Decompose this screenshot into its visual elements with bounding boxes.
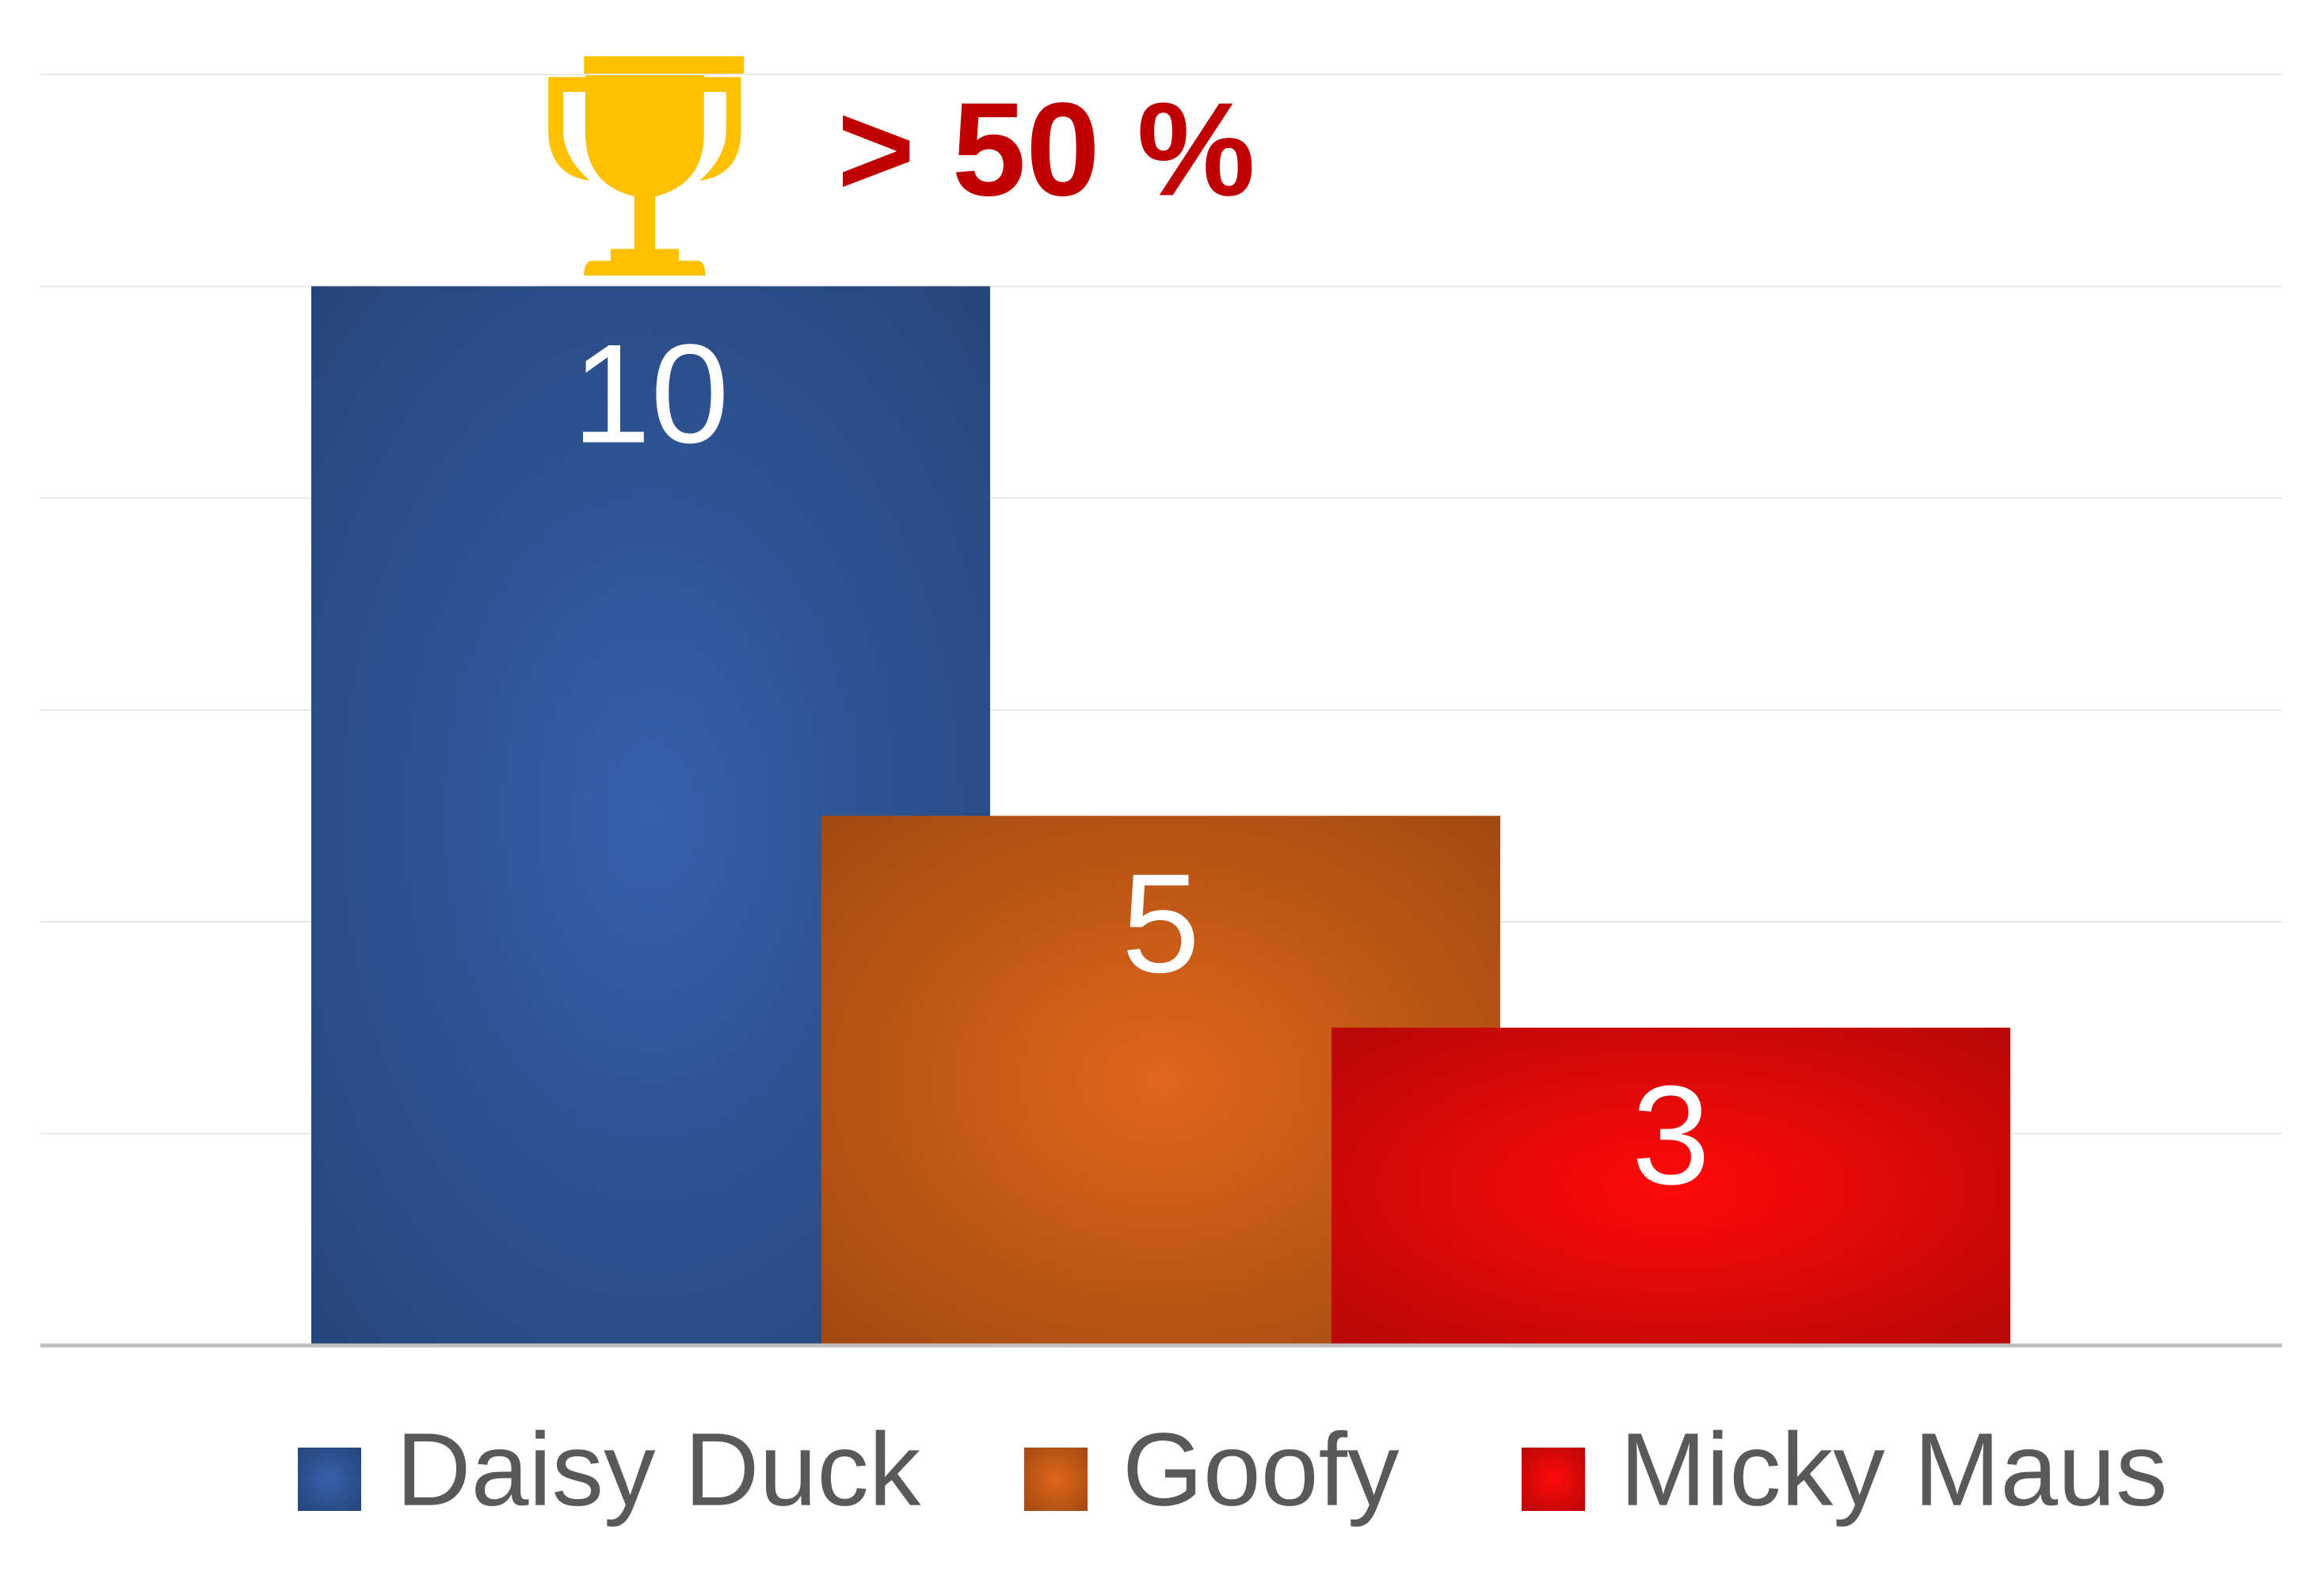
legend-label: Micky Maus [1620,1411,2167,1528]
trophy-icon [548,56,745,276]
data-label: 10 [573,315,730,473]
annotation: > 50 % [837,74,1255,223]
legend-swatch-shade [298,1448,361,1511]
legend-swatch-shade [1522,1448,1585,1511]
data-label: 3 [1632,1056,1710,1214]
bar-shade [1332,1027,2010,1345]
legend-label: Goofy [1122,1411,1400,1528]
legend-swatch-shade [1024,1448,1088,1511]
data-label: 5 [1122,844,1200,1002]
legend-label: Daisy Duck [396,1411,921,1528]
